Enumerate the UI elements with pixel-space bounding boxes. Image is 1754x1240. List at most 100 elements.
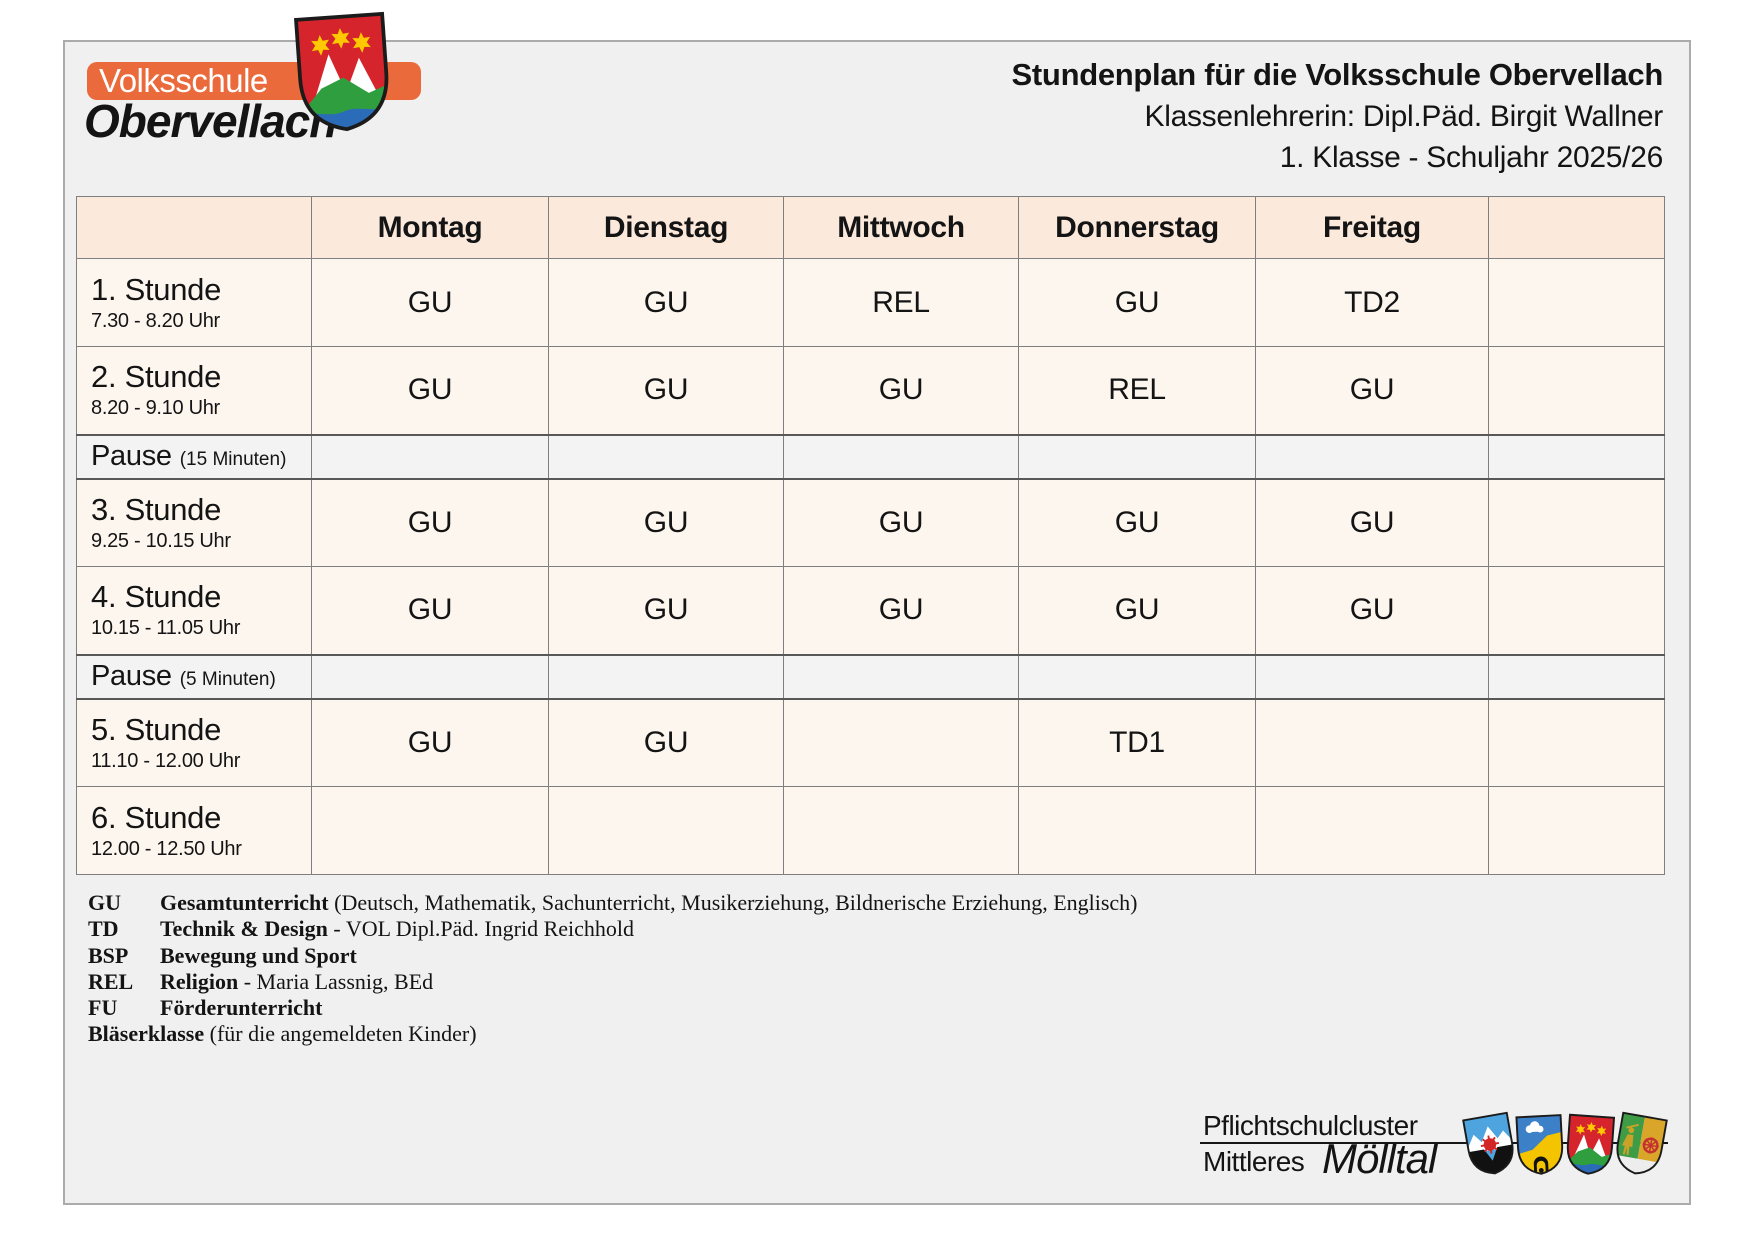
legend-term: Förderunterricht [160, 995, 323, 1021]
lesson-label-cell: 3. Stunde 9.25 - 10.15 Uhr [76, 478, 312, 567]
timetable-cell-empty [783, 653, 1019, 700]
school-name-label: Obervellach [84, 95, 337, 147]
timetable-cell: GU [1255, 346, 1489, 435]
timetable-grid: Montag Dienstag Mittwoch Donnerstag Frei… [76, 196, 1665, 875]
lesson-label-cell: 5. Stunde 11.10 - 12.00 Uhr [76, 698, 312, 787]
lesson-label-cell: 4. Stunde 10.15 - 11.05 Uhr [76, 566, 312, 655]
timetable-cell: GU [1018, 566, 1256, 655]
lesson-row-5: 5. Stunde 11.10 - 12.00 Uhr GU GU TD1 [76, 698, 1665, 787]
day-header-wednesday: Mittwoch [783, 196, 1019, 259]
teacher-line: Klassenlehrerin: Dipl.Päd. Birgit Wallne… [1144, 100, 1664, 133]
legend-abbr: TD [88, 916, 119, 942]
timetable-cell: GU [1255, 478, 1489, 567]
lesson-time: 7.30 - 8.20 Uhr [91, 309, 220, 332]
pause-duration: (15 Minuten) [179, 449, 287, 470]
lesson-time: 10.15 - 11.05 Uhr [91, 617, 241, 640]
timetable-cell-empty [1488, 653, 1665, 700]
timetable-cell-empty [1018, 653, 1256, 700]
legend-row-blaeserklasse: Bläserklasse (für die angemeldeten Kinde… [88, 1021, 1138, 1047]
timetable-cell [311, 786, 549, 875]
day-header-row: Montag Dienstag Mittwoch Donnerstag Frei… [76, 196, 1665, 259]
school-coat-of-arms-icon [292, 9, 394, 137]
timetable-cell: TD1 [1018, 698, 1256, 787]
legend-detail: - VOL Dipl.Päd. Ingrid Reichhold [327, 916, 635, 942]
timetable-cell [1255, 786, 1489, 875]
abbreviation-legend: GU Gesamtunterricht (Deutsch, Mathematik,… [88, 890, 1138, 1048]
timetable-cell [548, 786, 784, 875]
timetable-cell [783, 786, 1019, 875]
legend-term: Religion [160, 968, 239, 994]
timetable-cell [1018, 786, 1256, 875]
pause-label-cell: Pause (5 Minuten) [76, 653, 312, 700]
day-header-thursday: Donnerstag [1018, 196, 1256, 259]
timetable-cell-empty [1488, 698, 1665, 787]
legend-term: Gesamtunterricht [160, 890, 329, 915]
lesson-label-cell: 2. Stunde 8.20 - 9.10 Uhr [76, 346, 312, 435]
empty-header-cell [1488, 196, 1665, 259]
legend-row-fu: FU Förderunterricht [88, 995, 1138, 1021]
legend-abbr: GU [88, 890, 121, 915]
legend-detail: (für die angemeldeten Kinder) [204, 1021, 477, 1047]
legend-abbr: BSP [88, 942, 129, 968]
timetable-cell-empty [783, 433, 1019, 480]
document-header: Stundenplan für die Volksschule Obervell… [1011, 54, 1664, 178]
day-header-tuesday: Dienstag [548, 196, 784, 259]
timetable-cell-empty [1255, 653, 1489, 700]
legend-row-bsp: BSP Bewegung und Sport [88, 943, 1138, 969]
school-type-label: Volksschule [99, 62, 268, 99]
timetable-cell-empty [1488, 566, 1665, 655]
lesson-row-3: 3. Stunde 9.25 - 10.15 Uhr GU GU GU GU G… [76, 478, 1665, 567]
timetable-cell [783, 698, 1019, 787]
legend-term: Bläserklasse [88, 1021, 205, 1047]
pause-row-1: Pause (15 Minuten) [76, 433, 1665, 480]
legend-term: Technik & Design [160, 916, 328, 942]
timetable-cell: GU [311, 478, 549, 567]
lesson-label: 3. Stunde [91, 491, 222, 527]
timetable-cell: GU [1255, 566, 1489, 655]
timetable-cell: GU [783, 566, 1019, 655]
timetable-cell-empty [311, 653, 549, 700]
lesson-label: 5. Stunde [91, 711, 222, 747]
pause-label: Pause [91, 440, 172, 472]
lesson-row-4: 4. Stunde 10.15 - 11.05 Uhr GU GU GU GU … [76, 566, 1665, 655]
pause-label: Pause [91, 660, 172, 692]
timetable-cell: GU [548, 566, 784, 655]
legend-row-gu: GU Gesamtunterricht (Deutsch, Mathematik,… [88, 890, 1138, 916]
footer-divider-line [1200, 1142, 1668, 1144]
timetable-cell: GU [548, 258, 784, 347]
lesson-time: 11.10 - 12.00 Uhr [91, 749, 241, 772]
timetable-cell-empty [1018, 433, 1256, 480]
timetable-cell: TD2 [1255, 258, 1489, 347]
lesson-label: 1. Stunde [91, 271, 222, 307]
page-title: Stundenplan für die Volksschule Obervell… [1011, 57, 1664, 92]
lesson-label: 2. Stunde [91, 359, 222, 395]
timetable-cell: REL [1018, 346, 1256, 435]
timetable-cell: GU [548, 346, 784, 435]
pause-label-cell: Pause (15 Minuten) [76, 433, 312, 480]
municipal-coats-of-arms [1466, 1112, 1664, 1178]
timetable-cell-empty [548, 433, 784, 480]
day-header-friday: Freitag [1255, 196, 1489, 259]
legend-row-td: TD Technik & Design - VOL Dipl.Päd. Ingri… [88, 916, 1138, 942]
legend-abbr: FU [88, 995, 118, 1021]
lesson-label-cell: 6. Stunde 12.00 - 12.50 Uhr [76, 786, 312, 875]
flattach-coat-of-arms-icon [1461, 1108, 1520, 1181]
mallnitz-coat-of-arms-icon [1514, 1111, 1565, 1179]
lesson-label-cell: 1. Stunde 7.30 - 8.20 Uhr [76, 258, 312, 347]
timetable-cell: GU [311, 258, 549, 347]
cluster-name-moelltal: Mölltal [1322, 1135, 1437, 1182]
timetable-cell: GU [548, 698, 784, 787]
legend-term: Bewegung und Sport [160, 942, 357, 968]
timetable-cell-empty [311, 433, 549, 480]
lesson-time: 9.25 - 10.15 Uhr [91, 529, 231, 552]
legend-abbr: REL [88, 968, 134, 994]
pause-duration: (5 Minuten) [179, 669, 276, 690]
pause-row-2: Pause (5 Minuten) [76, 653, 1665, 700]
timetable-cell: REL [783, 258, 1019, 347]
timetable-cell-empty [1488, 258, 1665, 347]
timetable-cell: GU [1018, 478, 1256, 567]
timetable-cell [1255, 698, 1489, 787]
timetable-cell-empty [1488, 786, 1665, 875]
reisseck-coat-of-arms-icon [1611, 1108, 1670, 1181]
cluster-footer-logo: Pflichtschulcluster Mittleres Mölltal [1190, 1100, 1670, 1200]
